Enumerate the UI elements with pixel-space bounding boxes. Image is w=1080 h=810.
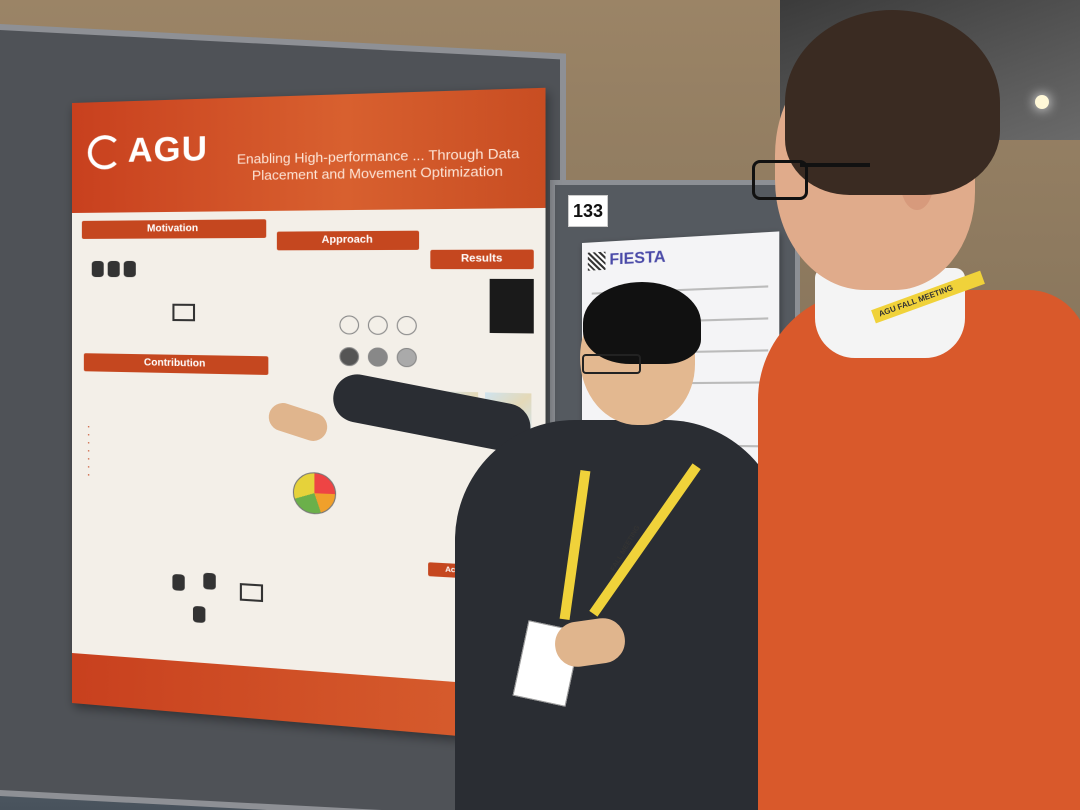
secondary-poster-title: FIESTA [609, 248, 666, 269]
agu-logo: AGU [87, 129, 209, 171]
database-icon [123, 260, 136, 278]
database-icon [192, 605, 206, 624]
circle-figures-top [339, 315, 417, 336]
presenter-body [455, 420, 785, 810]
visitor-sweater [758, 290, 1080, 810]
database-icon [172, 573, 185, 591]
booth-number: 133 [568, 195, 608, 227]
section-motivation: Motivation [81, 219, 267, 239]
agu-swirl-icon [87, 134, 122, 170]
monitor-icon [172, 303, 196, 322]
database-icon [203, 572, 216, 590]
motivation-text [86, 242, 265, 243]
circle-figures-bottom [339, 346, 417, 368]
section-results: Results [430, 249, 534, 270]
qr-code-icon [587, 251, 606, 271]
poster-title: Enabling High-performance ... Through Da… [236, 145, 520, 184]
contribution-list [88, 423, 273, 487]
poster-header: AGU Enabling High-performance ... Throug… [72, 87, 546, 213]
visitor-glasses-arm [800, 163, 870, 167]
database-icon [107, 260, 120, 278]
database-icon [91, 260, 104, 278]
results-dark-image [489, 278, 534, 334]
agu-logo-text: AGU [127, 129, 209, 170]
presenter-hair [583, 282, 701, 364]
monitor-icon [239, 583, 264, 603]
poster-authors [214, 188, 540, 193]
visitor-glasses-icon [752, 160, 808, 200]
pie-figure [292, 471, 337, 516]
presenter-glasses-icon [582, 354, 641, 374]
visitor-hair [785, 10, 1000, 195]
section-approach: Approach [276, 230, 420, 251]
section-contribution: Contribution [83, 353, 269, 375]
ceiling-light [1035, 95, 1049, 109]
